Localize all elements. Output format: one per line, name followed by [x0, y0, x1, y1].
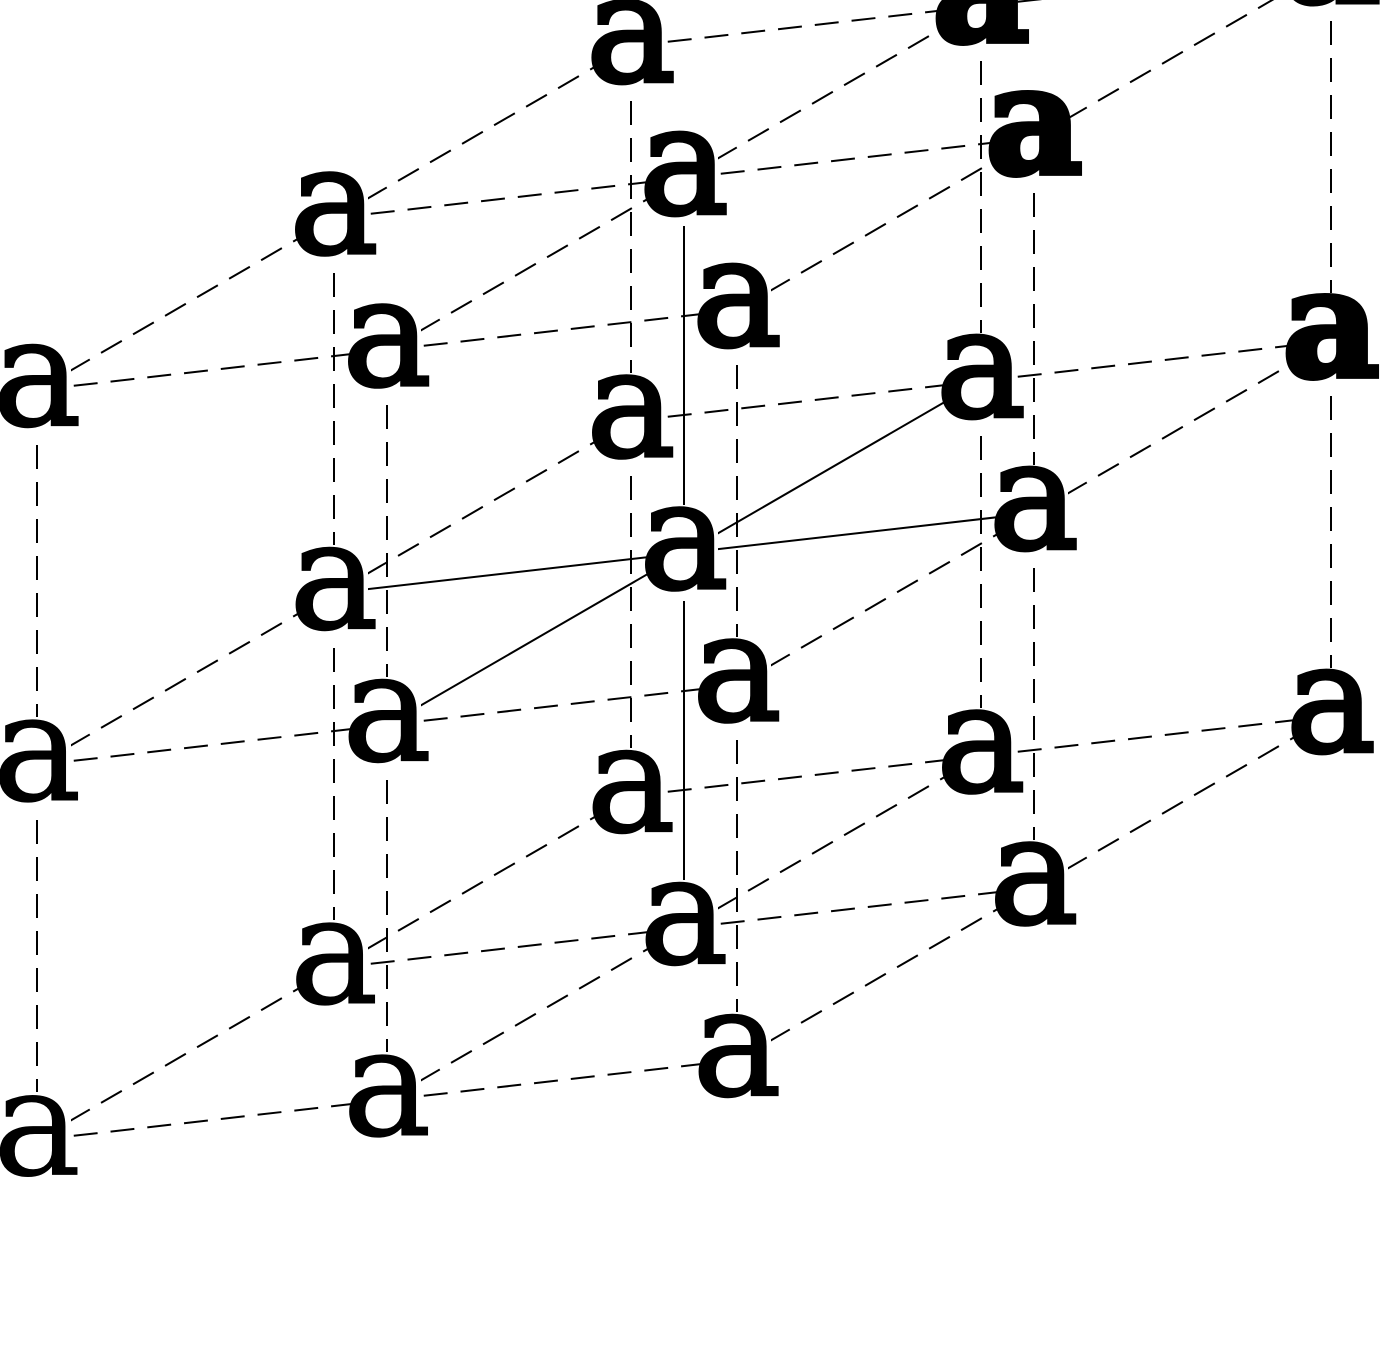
lattice-letter-n021: a [586, 318, 675, 492]
letter-backdrop [3, 342, 71, 438]
lattice-letter-n212: a [985, 33, 1082, 209]
lattice-letter-n100: a [342, 997, 431, 1171]
lattice-letter-n000: a [0, 1037, 82, 1211]
center-axis-y [386, 552, 685, 726]
dashed-edge [386, 684, 738, 726]
lattice-letter-n221: a [1282, 236, 1379, 412]
dashed-edge [630, 380, 982, 422]
lattice-letter-n101: a [342, 622, 431, 796]
dashed-edge [980, 0, 1043, 7]
letter-backdrop [947, 0, 1015, 54]
dashed-edge [386, 177, 685, 351]
lattice-letter-n220: a [1286, 613, 1375, 787]
letter-backdrop [353, 677, 421, 773]
lattice-letter-n122: a [932, 0, 1029, 77]
dashed-edge [333, 177, 685, 219]
lattice-letter-n001: a [0, 662, 82, 836]
lattice-letter-n012: a [289, 115, 378, 289]
lattice-letter-n010: a [289, 865, 378, 1039]
letter-backdrop [947, 708, 1015, 804]
letter-backdrop [353, 1052, 421, 1148]
dashed-edge [736, 887, 1035, 1061]
dashed-edge [36, 1099, 388, 1141]
lattice-letter-n022: a [586, 0, 675, 117]
letter-backdrop [3, 1092, 71, 1188]
letter-backdrop [597, 373, 665, 469]
dashed-edge [36, 217, 335, 391]
dashed-edge [1033, 340, 1332, 514]
lattice-letter-n112: a [639, 75, 728, 249]
letter-backdrop [650, 505, 718, 601]
dashed-edge [683, 137, 1035, 179]
dashed-edge [36, 592, 335, 766]
dashed-edge [36, 724, 388, 766]
letter-backdrop [703, 1012, 771, 1108]
dashed-edge [1033, 715, 1332, 889]
letter-backdrop [300, 545, 368, 641]
dashed-edge [630, 755, 982, 797]
dashed-edge [333, 420, 632, 594]
dashed-edge [386, 927, 685, 1101]
lattice-letter-n222: a [1282, 0, 1379, 37]
lattice-letter-n102: a [342, 247, 431, 421]
lattice-letter-n201: a [692, 582, 781, 756]
letter-backdrop [1000, 840, 1068, 936]
dashed-edge [980, 715, 1332, 757]
letter-backdrop [1297, 293, 1365, 389]
letter-backdrop [300, 920, 368, 1016]
lattice-letter-n121: a [936, 278, 1025, 452]
center-axis-x [333, 552, 685, 594]
dashed-edge [683, 887, 1035, 929]
dashed-edge [980, 340, 1332, 382]
dashed-edge [683, 5, 982, 179]
letter-backdrop [703, 262, 771, 358]
letter-backdrop [597, 748, 665, 844]
lattice-letter-n111: a [639, 450, 728, 624]
letter-backdrop [1000, 90, 1068, 186]
lattice-letter-n120: a [936, 653, 1025, 827]
dashed-edge [36, 349, 388, 391]
lattice-letters: aaaaaaaaaaaaaaaaaaaaaaaaaaa [0, 0, 1383, 1211]
letter-backdrop [1297, 0, 1365, 14]
letter-backdrop [1297, 668, 1365, 764]
letter-backdrop [300, 170, 368, 266]
letter-backdrop [947, 333, 1015, 429]
lattice-letter-n110: a [639, 825, 728, 999]
dashed-edge [736, 512, 1035, 686]
lattice-letter-n202: a [692, 207, 781, 381]
dashed-edge [36, 967, 335, 1141]
lattice-letter-n211: a [989, 410, 1078, 584]
dashed-edge [630, 5, 982, 47]
letter-backdrop [3, 717, 71, 813]
letter-backdrop [650, 130, 718, 226]
lattice-letter-n002: a [0, 287, 82, 461]
dashed-edge [386, 309, 738, 351]
lattice-letter-n210: a [989, 785, 1078, 959]
dashed-edge [333, 927, 685, 969]
dashed-edge [1033, 0, 1275, 139]
lattice-edges [36, 0, 1332, 1141]
letter-backdrop [650, 880, 718, 976]
letter-backdrop [597, 0, 665, 94]
dashed-edge [333, 795, 632, 969]
dashed-edge [683, 755, 982, 929]
center-axis-x [683, 512, 1035, 554]
dashed-edge [386, 1059, 738, 1101]
center-axis-y [683, 380, 982, 554]
dashed-edge [333, 45, 632, 219]
letter-backdrop [353, 302, 421, 398]
letter-backdrop [1000, 465, 1068, 561]
lattice-letter-n200: a [692, 957, 781, 1131]
letter-backdrop [703, 637, 771, 733]
dashed-edge [736, 137, 1035, 311]
lattice-letter-n011: a [289, 490, 378, 664]
lattice-letter-n020: a [586, 693, 675, 867]
